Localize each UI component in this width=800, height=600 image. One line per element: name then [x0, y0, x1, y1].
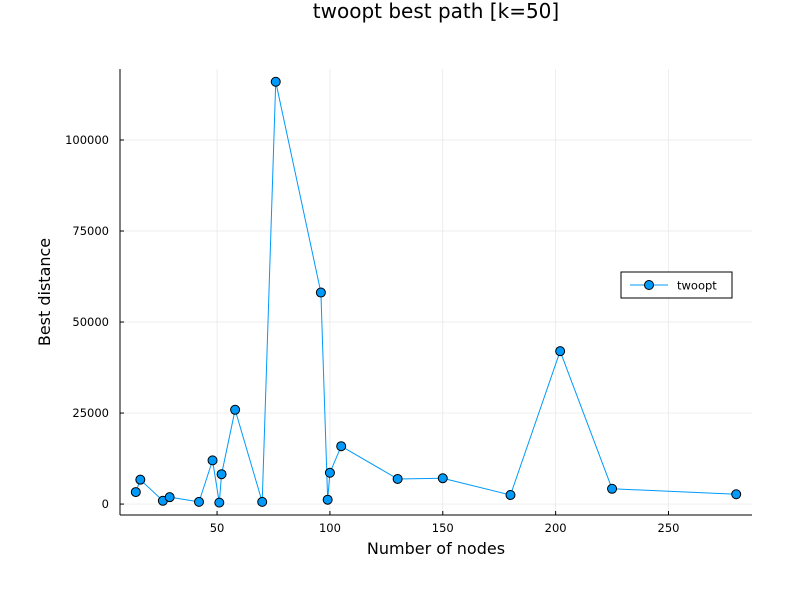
y-tick-label: 50000	[72, 315, 109, 329]
data-point	[336, 441, 347, 452]
data-point	[315, 287, 326, 298]
y-tick-label: 0	[102, 497, 109, 511]
data-point	[207, 455, 218, 466]
x-tick-label: 150	[432, 521, 454, 535]
y-axis-label: Best distance	[35, 238, 54, 346]
axis-ticks: 50 100 150 200 250 0 25000 50000 75000 100000	[65, 133, 679, 535]
data-point	[216, 469, 227, 480]
data-point	[130, 487, 141, 498]
chart-title: twoopt best path [k=50]	[313, 0, 559, 23]
data-point	[230, 404, 241, 415]
data-point	[270, 76, 281, 87]
x-tick-label: 100	[319, 521, 341, 535]
legend: twoopt	[620, 271, 733, 299]
x-tick-label: 250	[658, 521, 680, 535]
data-point	[164, 492, 175, 503]
y-tick-label: 75000	[72, 224, 109, 238]
data-point	[607, 483, 618, 494]
gridlines	[120, 69, 752, 515]
data-point	[135, 474, 146, 485]
data-point	[437, 473, 448, 484]
data-point	[257, 496, 268, 507]
data-point	[324, 467, 335, 478]
data-point	[505, 489, 516, 500]
x-tick-label: 200	[545, 521, 567, 535]
x-axis-label: Number of nodes	[367, 539, 505, 558]
data-point	[731, 489, 742, 500]
series-layer	[130, 76, 742, 508]
data-point	[214, 497, 225, 508]
data-point	[322, 494, 333, 505]
legend-label-twoopt: twoopt	[677, 279, 717, 293]
x-tick-label: 50	[210, 521, 225, 535]
data-point	[555, 346, 566, 357]
y-tick-label: 25000	[72, 406, 109, 420]
legend-marker-twoopt	[644, 280, 654, 290]
data-point	[392, 473, 403, 484]
data-point	[194, 496, 204, 507]
y-tick-label: 100000	[65, 133, 109, 147]
